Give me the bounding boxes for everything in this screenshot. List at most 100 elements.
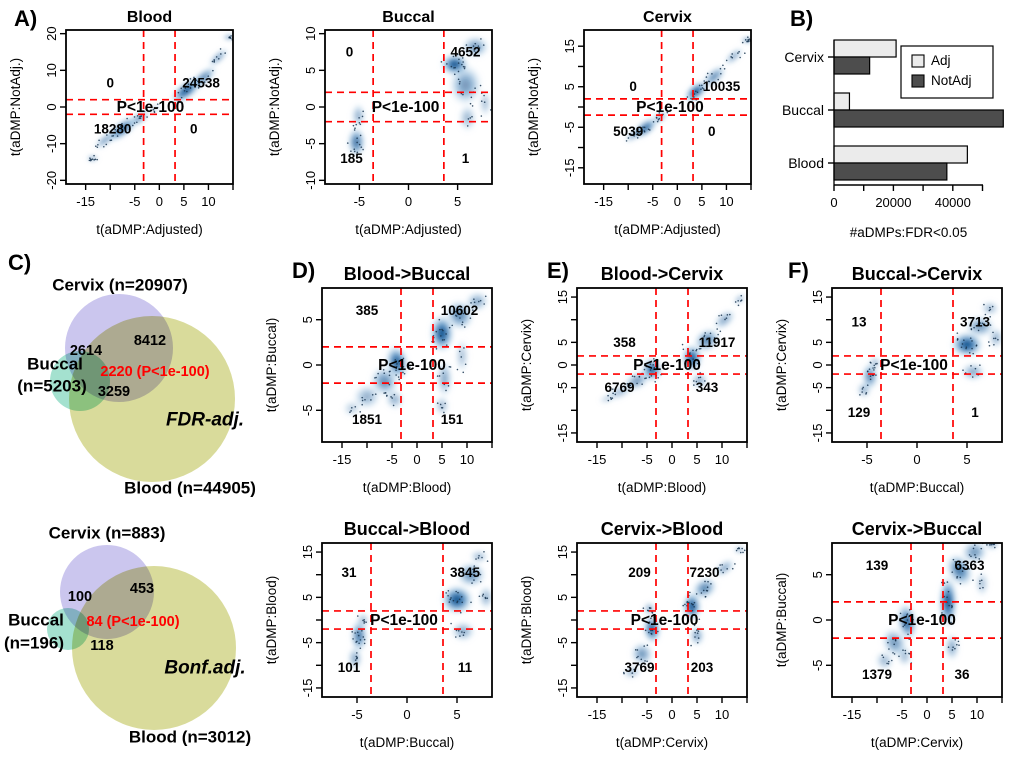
quadrant-count: 129 [848, 405, 871, 420]
quadrant-count: 343 [696, 380, 719, 395]
x-tick-label: 0 [413, 452, 420, 467]
y-tick-label: 15 [555, 290, 570, 304]
y-axis-label: t(aDMP:Buccal) [774, 573, 789, 668]
quadrant-count: 11 [458, 660, 473, 675]
y-tick-label: 15 [562, 39, 577, 53]
bar-chart: Cervix Buccal Blood 0 20000 40000 #aDMPs:FDR<0… [782, 39, 1004, 240]
quadrant-count: 4652 [450, 45, 480, 60]
venn-label: 8412 [133, 332, 167, 349]
quadrant-count: 24538 [182, 76, 220, 91]
x-axis-label: #aDMPs:FDR<0.05 [850, 225, 967, 240]
panel-label-a: A) [14, 6, 38, 31]
x-tick-label: 5 [453, 707, 460, 722]
y-tick-label: -10 [44, 134, 59, 153]
venn-circle-blood [69, 316, 235, 482]
quadrant-count: 0 [629, 79, 637, 94]
y-axis-label: t(aDMP:Blood) [519, 576, 534, 665]
x-tick-label: 5 [693, 452, 700, 467]
density-cloud [347, 549, 492, 672]
legend-label: Adj [931, 53, 951, 68]
quadrant-count: 139 [866, 558, 889, 573]
quadrant-count: 151 [441, 412, 464, 427]
y-tick-label: -5 [810, 382, 825, 394]
quadrant-count: 0 [346, 45, 354, 60]
y-tick-label: -5 [810, 660, 825, 672]
quadrant-count: 36 [954, 667, 970, 682]
x-tick-label: -15 [333, 452, 352, 467]
plot-title: Buccal->Cervix [852, 264, 983, 284]
legend-label: NotAdj [931, 73, 972, 88]
venn-label: Cervix (n=883) [48, 523, 166, 543]
quadrant-count: 3845 [450, 565, 481, 580]
y-tick-label: 20 [44, 26, 59, 40]
y-tick-label: -15 [810, 424, 825, 443]
y-tick-label: 0 [303, 103, 318, 110]
quadrant-count: 0 [190, 122, 198, 137]
x-tick-label: 5 [698, 194, 705, 209]
quadrant-count: 1851 [352, 412, 383, 427]
x-tick-label: 0 [403, 707, 410, 722]
density-cloud [622, 545, 746, 680]
legend-swatch-notadj [911, 74, 925, 88]
y-tick-label: -5 [300, 637, 315, 649]
venn-label: 2220 (P<1e-100) [100, 363, 210, 380]
x-tick-label: 10 [719, 194, 733, 209]
y-axis-label: t(aDMP:Cervix) [519, 319, 534, 411]
venn-circle-blood [72, 566, 236, 730]
x-tick-label: -5 [641, 452, 653, 467]
y-axis-label: t(aDMP:Blood) [264, 576, 279, 665]
x-tick-label: 5 [693, 707, 700, 722]
venn-label: 3259 [97, 383, 131, 400]
quadrant-count: 3713 [960, 314, 991, 329]
venn-label: 100 [67, 588, 93, 605]
x-tick-label: -5 [129, 194, 141, 209]
x-tick-label: 10 [715, 707, 729, 722]
density-cloud [598, 292, 747, 404]
y-tick-label: 15 [300, 545, 315, 559]
y-tick-label: 5 [810, 571, 825, 578]
y-tick-label: 5 [303, 67, 318, 74]
venn-label: Buccal [27, 354, 83, 374]
y-tick-label: 5 [300, 594, 315, 601]
pvalue-label: P<1e-100 [633, 357, 701, 374]
x-tick-label: 0 [405, 194, 412, 209]
y-tick-label: 5 [300, 316, 315, 323]
y-axis-label: t(aDMP:Cervix) [774, 319, 789, 411]
plot-title: Blood->Buccal [344, 264, 471, 284]
venn-label: 118 [90, 637, 114, 654]
y-axis-label: t(aDMP:NotAdj.) [526, 58, 541, 156]
venn-label: 84 (P<1e-100) [86, 613, 180, 630]
x-axis-label: t(aDMP:Cervix) [616, 735, 708, 750]
x-tick-label: 0 [674, 194, 681, 209]
quadrant-count: 6769 [604, 380, 634, 395]
quadrant-count: 13 [851, 314, 867, 329]
y-tick-label: -15 [555, 424, 570, 443]
venn-label: Blood (n=44905) [124, 478, 256, 498]
quadrant-count: 1 [971, 405, 979, 420]
density-cloud [856, 300, 1002, 399]
x-tick-label: 0 [668, 707, 675, 722]
venn-label: Cervix (n=20907) [52, 275, 188, 295]
plot-title: Buccal [382, 9, 434, 26]
pvalue-label: P<1e-100 [880, 357, 948, 374]
plot-a_cervix: -15 -5 0 5 10 -15 -5 5 15 t(aDMP:Adjusted) t(aDMP:… [526, 9, 752, 237]
y-tick-label: 10 [44, 63, 59, 77]
plot-title: Blood->Cervix [601, 264, 724, 284]
pvalue-label: P<1e-100 [888, 612, 956, 629]
pvalue-label: P<1e-100 [636, 99, 704, 116]
pvalue-label: P<1e-100 [370, 612, 438, 629]
venn-label: 453 [129, 580, 155, 597]
x-tick-label: -15 [843, 707, 862, 722]
x-axis-label: t(aDMP:Adjusted) [96, 222, 203, 237]
plot-title: Blood [127, 9, 172, 26]
x-tick-label: -5 [896, 707, 908, 722]
x-tick-label: -5 [861, 452, 873, 467]
quadrant-count: 18280 [94, 122, 132, 137]
quadrant-count: 5039 [613, 124, 643, 139]
plot-d_bot: -5 0 5 -15 -5 5 15 t(aDMP:Buccal) t(aDMP:Blood) B… [264, 519, 493, 750]
plot-e_bot: -15 -5 0 5 10 -15 -5 5 15 t(aDMP:Cervix) t(aDMP:Bl… [519, 519, 748, 750]
y-axis-label: t(aDMP:NotAdj.) [267, 58, 282, 156]
pvalue-label: P<1e-100 [378, 357, 446, 374]
